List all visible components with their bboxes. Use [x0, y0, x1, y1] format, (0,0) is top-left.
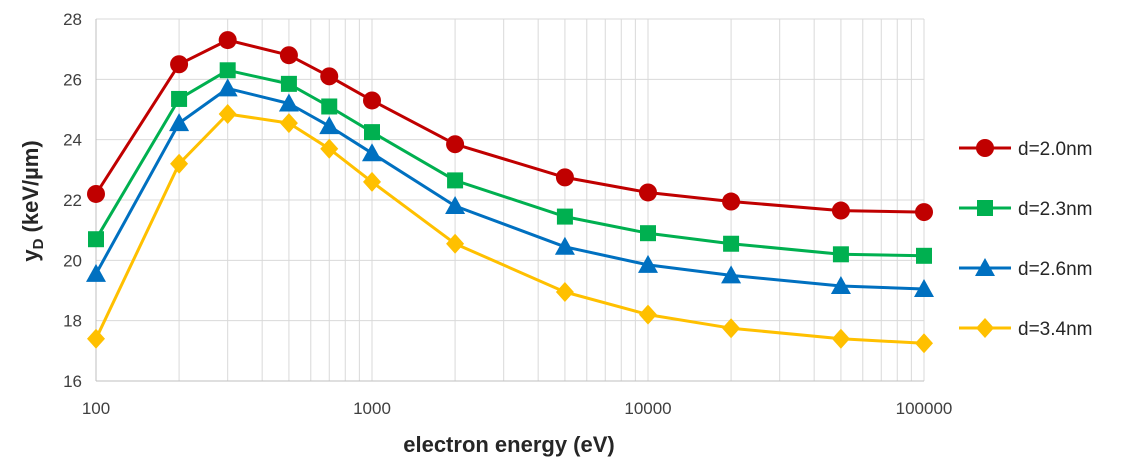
- data-point: [915, 333, 933, 354]
- legend-marker: [977, 200, 993, 216]
- data-point: [87, 328, 105, 349]
- data-point: [279, 113, 298, 134]
- series-group: [86, 31, 934, 354]
- data-point: [556, 208, 573, 225]
- data-point: [169, 113, 190, 132]
- legend-item: d=2.6nm: [959, 258, 1092, 280]
- data-point: [319, 116, 340, 135]
- y-axis-title-subscript: D: [30, 238, 47, 249]
- legend-item: d=2.3nm: [959, 199, 1092, 220]
- series-1: [87, 31, 933, 222]
- data-point: [915, 203, 933, 222]
- legend-marker: [975, 258, 995, 276]
- series-2: [88, 62, 932, 264]
- y-axis-title: yD (keV/µm): [18, 140, 47, 261]
- data-point: [280, 75, 297, 92]
- x-tick-label: 100: [82, 399, 110, 418]
- data-point: [364, 124, 380, 141]
- y-tick-label: 16: [63, 372, 82, 391]
- legend-item: d=3.4nm: [959, 318, 1092, 340]
- data-point: [320, 67, 339, 86]
- series-3: [86, 78, 934, 297]
- y-tick-label: 26: [63, 70, 82, 89]
- y-axis-title-main: y: [18, 249, 43, 262]
- y-tick-label: 24: [63, 131, 82, 150]
- data-point: [555, 168, 574, 187]
- x-tick-label: 100000: [896, 399, 953, 418]
- data-point: [218, 31, 237, 50]
- series-line: [94, 38, 925, 214]
- legend-marker: [976, 318, 994, 338]
- y-tick-label: 20: [63, 251, 82, 270]
- data-point: [170, 55, 189, 74]
- data-point: [86, 263, 106, 282]
- y-axis-title-rest: (keV/µm): [18, 140, 43, 238]
- y-tick-label: 18: [63, 312, 82, 331]
- data-point: [830, 275, 851, 294]
- data-point: [87, 184, 105, 203]
- data-point: [832, 246, 849, 263]
- series-line: [94, 112, 925, 345]
- data-point: [445, 196, 466, 215]
- data-point: [914, 278, 934, 297]
- data-point: [278, 93, 299, 112]
- data-point: [722, 192, 741, 211]
- data-point: [554, 236, 575, 255]
- data-point: [320, 138, 339, 159]
- data-point: [170, 153, 189, 174]
- data-point: [447, 172, 464, 189]
- data-point: [638, 254, 658, 273]
- data-point: [321, 98, 338, 115]
- x-tick-label: 10000: [624, 399, 671, 418]
- axes: 16 18 20 22 24 26 28 100 1000 10000 100000: [63, 10, 952, 418]
- data-point: [446, 135, 465, 154]
- data-point: [916, 247, 932, 264]
- y-tick-label: 22: [63, 191, 82, 210]
- series-line: [94, 68, 925, 258]
- data-point: [555, 282, 574, 303]
- data-point: [639, 304, 657, 325]
- data-point: [831, 201, 850, 220]
- data-point: [171, 90, 188, 107]
- data-point: [722, 318, 741, 339]
- data-point: [363, 91, 381, 110]
- data-point: [362, 143, 382, 162]
- legend-marker: [976, 139, 994, 157]
- data-point: [639, 183, 657, 202]
- legend-label: d=2.0nm: [1018, 139, 1092, 160]
- series-line: [94, 86, 925, 291]
- legend-item: d=2.0nm: [959, 139, 1092, 160]
- data-point: [363, 171, 381, 192]
- y-tick-label: 28: [63, 10, 82, 29]
- data-point: [279, 46, 298, 65]
- data-point: [640, 225, 656, 242]
- data-point: [446, 233, 465, 254]
- data-point: [88, 231, 104, 248]
- data-point: [217, 78, 238, 97]
- data-point: [218, 104, 237, 125]
- x-axis-title: electron energy (eV): [403, 432, 615, 457]
- data-point: [723, 235, 740, 252]
- legend-label: d=3.4nm: [1018, 319, 1092, 340]
- legend-label: d=2.6nm: [1018, 259, 1092, 280]
- x-tick-label: 1000: [353, 399, 391, 418]
- data-point: [721, 265, 742, 284]
- series-4: [87, 104, 933, 354]
- legend-label: d=2.3nm: [1018, 199, 1092, 220]
- legend: d=2.0nm d=2.3nm d=2.6nm d=3.4nm: [959, 139, 1092, 340]
- data-point: [831, 328, 850, 349]
- data-point: [219, 62, 236, 79]
